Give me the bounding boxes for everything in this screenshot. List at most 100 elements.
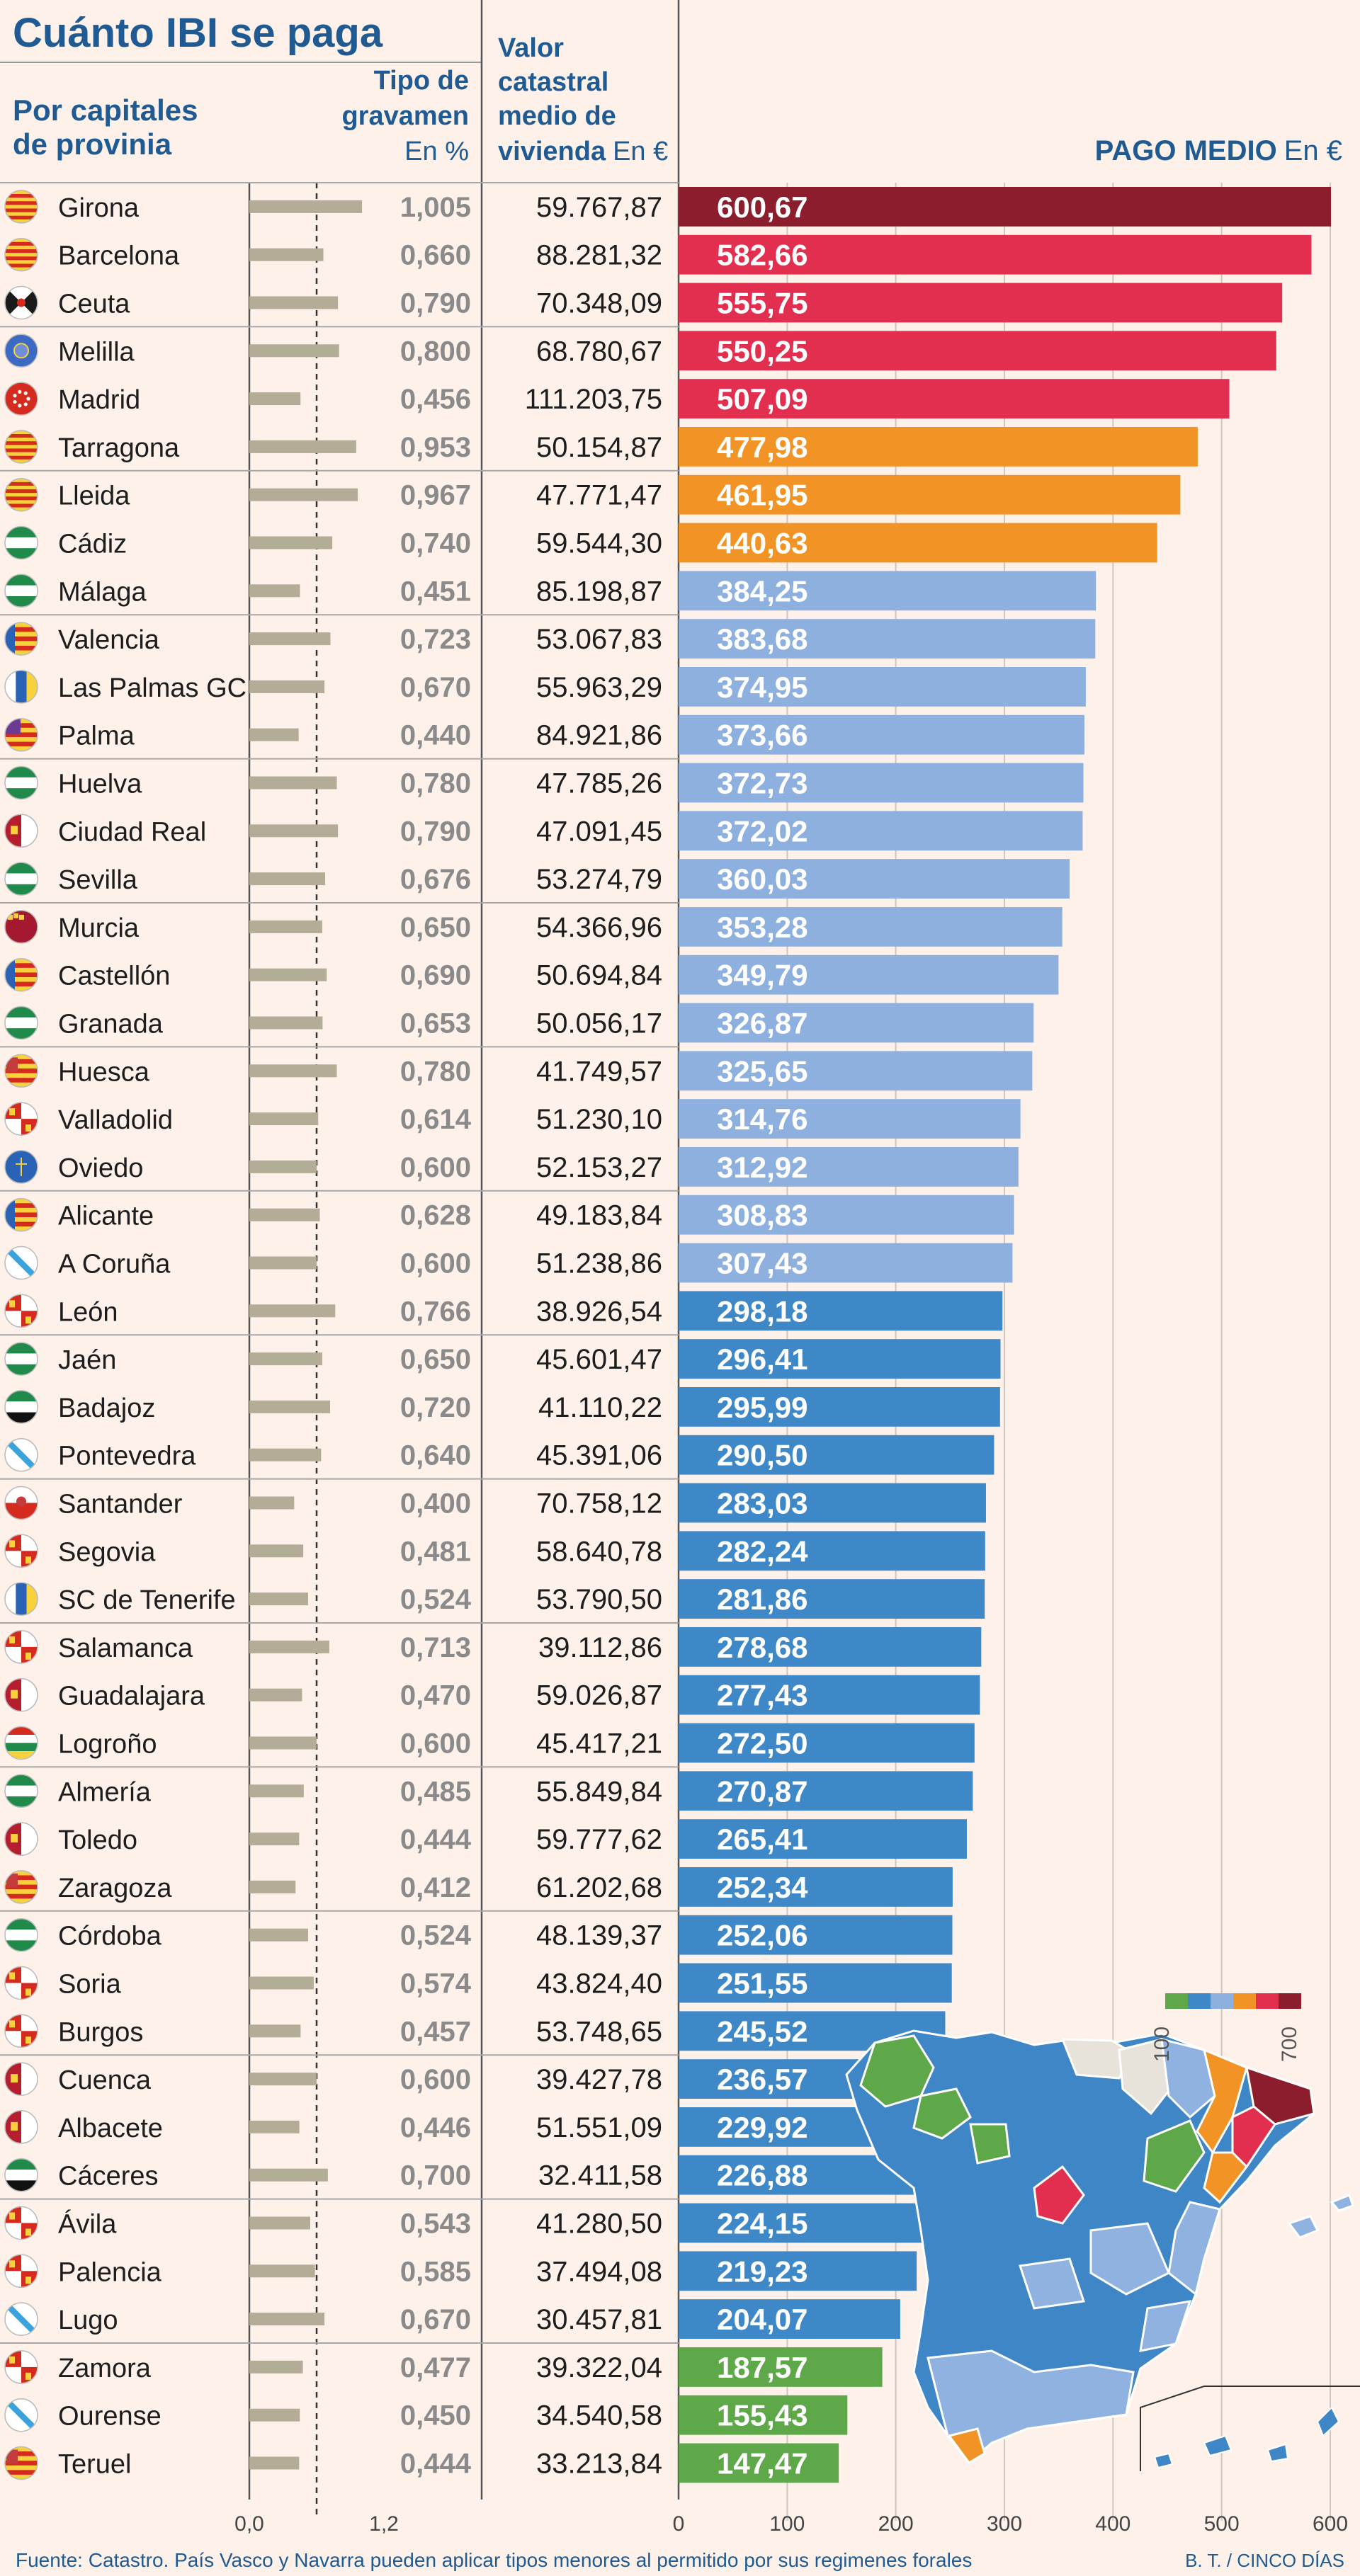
rate-value: 0,790 bbox=[400, 288, 471, 319]
flag-castilla_leon-icon bbox=[5, 1534, 38, 1568]
rate-bar bbox=[249, 1352, 322, 1366]
flag-castle bbox=[9, 1108, 15, 1116]
payment-bar bbox=[679, 763, 1084, 803]
table-row: Madrid 0,456 111.203,75 507,09 bbox=[4, 379, 1230, 418]
rate-bar bbox=[249, 1400, 330, 1413]
payment-value: 307,43 bbox=[717, 1247, 808, 1280]
flag-stripe bbox=[5, 862, 38, 874]
payment-bar bbox=[679, 2395, 848, 2435]
rate-bar bbox=[249, 1256, 317, 1270]
flag-stripe bbox=[5, 2158, 38, 2170]
value-label: 54.366,96 bbox=[536, 912, 662, 943]
flag-stripe bbox=[5, 1353, 38, 1365]
city-name: Huelva bbox=[58, 770, 142, 799]
value-header-line-4: vivienda En € bbox=[498, 137, 668, 166]
flag-border bbox=[4, 1054, 38, 1088]
payment-bar bbox=[679, 2203, 922, 2243]
table-row: Huelva 0,780 47.785,26 372,73 bbox=[0, 758, 1084, 803]
payment-bar bbox=[679, 619, 1096, 659]
flag-border bbox=[4, 525, 38, 560]
flag-castle bbox=[11, 826, 18, 835]
flag-galicia-icon bbox=[5, 1438, 38, 1471]
payment-bar bbox=[679, 811, 1083, 851]
flag-castle bbox=[26, 1124, 31, 1132]
footer-source: Fuente: Catastro. País Vasco y Navarra p… bbox=[16, 2549, 972, 2571]
table-row: Jaén 0,650 45.601,47 296,41 bbox=[0, 1334, 1001, 1379]
flag-border bbox=[4, 765, 38, 800]
rate-bar bbox=[249, 1496, 295, 1510]
flag-border bbox=[4, 1582, 38, 1616]
payment-bar bbox=[679, 1915, 953, 1955]
table-row: Tarragona 0,953 50.154,87 477,98 bbox=[4, 427, 1198, 467]
rate-bar bbox=[249, 920, 322, 933]
flag-stripe bbox=[5, 777, 38, 789]
flag-stripe bbox=[5, 263, 38, 268]
city-name: Palencia bbox=[58, 2257, 162, 2287]
rate-header-line-2: gravamen bbox=[341, 101, 469, 131]
rate-bar bbox=[249, 2073, 317, 2086]
city-name: Teruel bbox=[58, 2450, 132, 2480]
flag-diagonal bbox=[5, 1438, 38, 1471]
rate-value: 0,543 bbox=[400, 2209, 471, 2240]
payment-value: 384,25 bbox=[717, 574, 808, 608]
table-row: Cádiz 0,740 59.544,30 440,63 bbox=[4, 523, 1157, 563]
rate-value: 0,585 bbox=[400, 2256, 471, 2287]
table-row: Valladolid 0,614 51.230,10 314,76 bbox=[4, 1099, 1021, 1139]
flag-stripe bbox=[5, 500, 38, 504]
rate-bar bbox=[249, 2408, 300, 2422]
rate-bar bbox=[249, 1160, 317, 1173]
flag-castle bbox=[26, 2228, 31, 2236]
flag-border bbox=[4, 190, 38, 224]
city-name: Almería bbox=[58, 1777, 152, 1807]
rate-bar bbox=[249, 1112, 319, 1126]
table-row: Córdoba 0,524 48.139,37 252,06 bbox=[0, 1910, 953, 1955]
flag-border bbox=[4, 1774, 38, 1808]
payment-bar bbox=[679, 2251, 917, 2291]
city-name: Sevilla bbox=[58, 865, 138, 895]
rate-axis-tick-label: 0,0 bbox=[234, 2512, 264, 2536]
payment-bar bbox=[679, 954, 1059, 995]
value-label: 49.183,84 bbox=[536, 1200, 662, 1231]
flag-diagonal bbox=[5, 2303, 38, 2336]
flag-stripe bbox=[5, 981, 38, 987]
flag-stripe bbox=[5, 1918, 38, 1930]
flag-shield bbox=[17, 298, 26, 307]
city-name: Oviedo bbox=[58, 1153, 143, 1183]
legend-swatch-dark-red bbox=[1279, 1993, 1301, 2009]
flag-shield bbox=[13, 343, 29, 359]
rate-bar bbox=[249, 488, 358, 501]
value-label: 41.749,57 bbox=[536, 1056, 662, 1087]
flag-diagonal bbox=[5, 1246, 38, 1280]
value-label: 53.748,65 bbox=[536, 2016, 662, 2047]
value-label: 50.056,17 bbox=[536, 1008, 662, 1039]
flag-castle bbox=[9, 1636, 15, 1643]
flag-star bbox=[18, 404, 22, 408]
value-label: 32.411,58 bbox=[538, 2160, 662, 2192]
rate-bar bbox=[249, 584, 300, 598]
flag-border bbox=[4, 670, 38, 704]
rate-value: 0,477 bbox=[400, 2352, 471, 2383]
flag-madrid-icon bbox=[5, 382, 38, 416]
map-canary-islands bbox=[1153, 2406, 1340, 2469]
city-name: Castellón bbox=[58, 962, 170, 991]
city-name: Burgos bbox=[58, 2017, 143, 2047]
payment-value: 229,92 bbox=[717, 2111, 808, 2144]
value-label: 51.238,86 bbox=[536, 1248, 662, 1280]
rate-bar bbox=[249, 1064, 337, 1078]
flag-andalusia-icon bbox=[5, 574, 38, 608]
rate-value: 0,967 bbox=[400, 480, 471, 511]
value-label: 61.202,68 bbox=[536, 1872, 662, 1903]
legend-swatch-orange bbox=[1233, 1993, 1256, 2009]
rate-bar bbox=[249, 1688, 302, 1702]
table-row: Cáceres 0,700 32.411,58 226,88 bbox=[4, 2155, 925, 2195]
flag-stripe bbox=[5, 208, 38, 213]
city-name: Girona bbox=[58, 193, 140, 223]
rate-bar bbox=[249, 2120, 300, 2133]
payment-value: 374,95 bbox=[717, 671, 808, 704]
value-label: 88.281,32 bbox=[536, 240, 662, 271]
rate-bar bbox=[249, 2456, 300, 2470]
flag-border bbox=[4, 1150, 38, 1184]
rate-value: 0,444 bbox=[400, 1824, 472, 1855]
value-label: 47.785,26 bbox=[536, 768, 662, 799]
